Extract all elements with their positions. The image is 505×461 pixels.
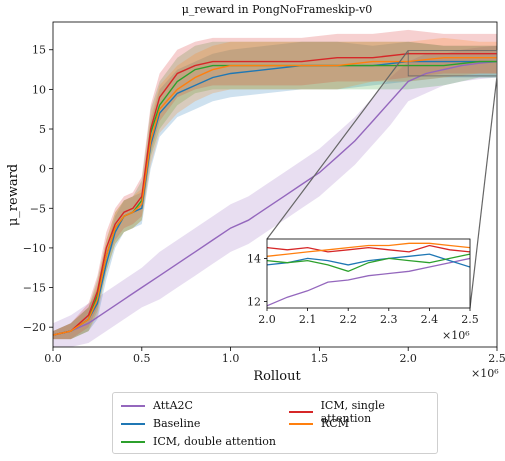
legend-label-icm-double: ICM, double attention xyxy=(153,435,276,448)
y-axis-label: μ_reward xyxy=(6,164,21,226)
x-tick-label: 1.5 xyxy=(311,352,329,365)
inset-y-tick-label: 14 xyxy=(247,252,261,265)
x-multiplier-label: ×10⁶ xyxy=(471,367,499,380)
y-tick-label: −15 xyxy=(23,282,46,295)
x-tick-label: 2.0 xyxy=(399,352,417,365)
inset-x-tick-label: 2.3 xyxy=(380,313,398,326)
band-icm-double-attention xyxy=(53,41,497,340)
legend-item-icm-single: ICM, single attention xyxy=(289,399,437,425)
legend-label-atta2c: AttA2C xyxy=(153,399,193,412)
series-line-atta2c xyxy=(52,60,498,336)
inset-line-baseline xyxy=(267,253,470,268)
inset-line-atta2c xyxy=(267,257,470,307)
main-plot: 0.0 0.5 1.0 1.5 2.0 2.5 −20 −15 −10 −5 0 5 10 15 xyxy=(23,21,505,365)
inset-x-tick-label: 2.0 xyxy=(258,313,276,326)
y-tick-label: 15 xyxy=(32,44,46,57)
x-axis-label: Rollout xyxy=(253,369,301,384)
inset-background xyxy=(267,239,470,308)
x-tick-label: 2.5 xyxy=(488,352,505,365)
band-rcm xyxy=(53,37,497,340)
legend-swatch-icm-double xyxy=(121,440,145,443)
inset-plot: 2.0 2.1 2.2 2.3 2.4 2.5 12 14 ×10⁶ xyxy=(247,50,498,342)
y-tick-label: 10 xyxy=(32,83,46,96)
legend-item-baseline: Baseline xyxy=(121,417,200,430)
inset-y-tick-label: 12 xyxy=(247,296,261,309)
inset-x-tick-label: 2.1 xyxy=(299,313,317,326)
legend-label-rcm: RCM xyxy=(321,417,349,430)
inset-x-tick-label: 2.5 xyxy=(461,313,479,326)
legend-item-rcm: RCM xyxy=(289,417,349,430)
legend: AttA2C Baseline ICM, double attention IC… xyxy=(112,392,438,454)
series-line-baseline xyxy=(52,60,497,336)
plot-frame xyxy=(52,21,498,348)
y-tick-label: −20 xyxy=(23,321,46,334)
series-line-icm-single-attention xyxy=(52,53,497,336)
band-atta2c xyxy=(53,45,497,348)
legend-label-baseline: Baseline xyxy=(153,417,201,430)
y-tick-label: 5 xyxy=(39,123,46,136)
band-baseline xyxy=(53,41,497,340)
inset-frame xyxy=(266,238,471,309)
x-tick-label: 0.0 xyxy=(44,352,62,365)
y-tick-label: −5 xyxy=(30,202,46,215)
legend-item-atta2c: AttA2C xyxy=(121,399,193,412)
x-tick-label: 1.0 xyxy=(222,352,240,365)
legend-item-icm-double: ICM, double attention xyxy=(121,435,276,448)
legend-swatch-icm-single xyxy=(289,411,313,413)
inset-x-multiplier-label: ×10⁶ xyxy=(442,329,470,342)
series-line-rcm xyxy=(52,57,497,336)
chart-title: μ_reward in PongNoFrameskip-v0 xyxy=(182,3,372,16)
inset-line-icm-double-attention xyxy=(267,253,470,272)
legend-swatch-baseline xyxy=(121,422,145,425)
inset-lines xyxy=(267,242,470,307)
inset-x-tick-label: 2.4 xyxy=(421,313,439,326)
inset-line-icm-single-attention xyxy=(267,244,470,253)
zoom-connector-right xyxy=(469,75,498,309)
y-tick-label: −10 xyxy=(23,242,46,255)
x-tick-label: 0.5 xyxy=(133,352,151,365)
inset-line-rcm xyxy=(267,242,470,257)
zoom-connector-left xyxy=(266,50,409,240)
legend-swatch-atta2c xyxy=(121,404,145,407)
zoom-region-indicator xyxy=(407,50,498,77)
legend-label-icm-single: ICM, single attention xyxy=(320,399,385,425)
y-tick-label: 0 xyxy=(39,163,46,176)
legend-swatch-rcm xyxy=(289,422,313,425)
inset-x-tick-label: 2.2 xyxy=(339,313,357,326)
